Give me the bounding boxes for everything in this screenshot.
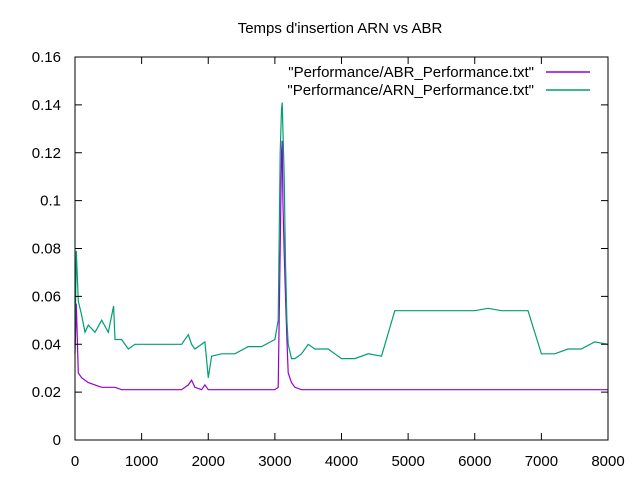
y-tick-label: 0.02 [32, 384, 61, 401]
x-tick-label: 7000 [525, 453, 558, 470]
x-tick-label: 8000 [591, 453, 624, 470]
y-tick-label: 0.06 [32, 288, 61, 305]
y-tick-label: 0.14 [32, 97, 61, 114]
chart-title: Temps d'insertion ARN vs ABR [238, 20, 443, 37]
x-tick-label: 5000 [391, 453, 424, 470]
series-line-0 [74, 140, 608, 391]
y-tick-label: 0.08 [32, 241, 61, 258]
x-tick-label: 3000 [258, 453, 291, 470]
y-tick-label: 0.12 [32, 145, 61, 162]
x-tick-label: 1000 [125, 453, 158, 470]
y-tick-label: 0 [53, 432, 61, 449]
series-line-1 [74, 102, 609, 378]
x-tick-label: 0 [71, 453, 79, 470]
legend: "Performance/ABR_Performance.txt""Perfor… [287, 64, 590, 99]
y-tick-label: 0.1 [40, 193, 61, 210]
x-tick-label: 6000 [458, 453, 491, 470]
y-tick-label: 0.16 [32, 49, 61, 66]
axes-layer: 0 1000 2000 3000 4000 5000 6000 7000 8000 0 0.02 0.… [32, 49, 625, 470]
legend-label-0: "Performance/ABR_Performance.txt" [288, 64, 534, 81]
legend-label-1: "Performance/ARN_Performance.txt" [287, 82, 534, 99]
x-tick-label: 4000 [325, 453, 358, 470]
series-layer [74, 102, 609, 391]
y-tick-label: 0.04 [32, 336, 61, 353]
x-tick-label: 2000 [192, 453, 225, 470]
